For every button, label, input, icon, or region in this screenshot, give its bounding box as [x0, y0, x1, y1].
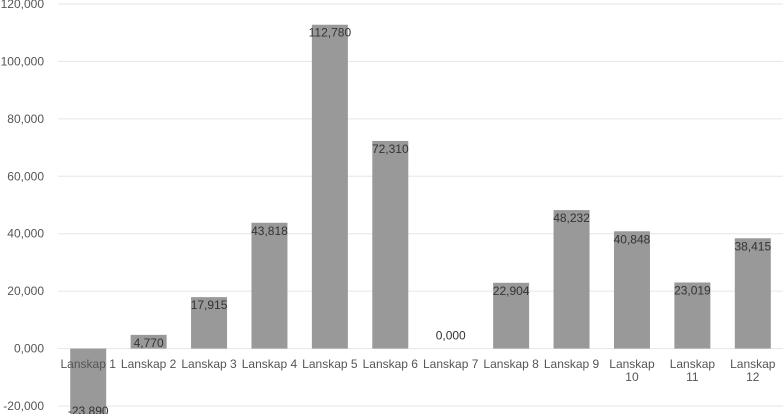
x-tick-label: 10 — [625, 370, 639, 384]
data-label: 0,000 — [436, 329, 466, 343]
y-tick-label: 120,000 — [1, 0, 45, 11]
gridlines — [58, 3, 783, 407]
x-tick-label: Lanskap 8 — [483, 357, 539, 371]
bars — [70, 24, 771, 418]
x-tick-label: Lanskap 7 — [423, 357, 479, 371]
data-label: 38,415 — [734, 239, 771, 253]
y-tick-label: 40,000 — [7, 227, 44, 241]
x-tick-label: 12 — [746, 370, 760, 384]
bar — [372, 140, 409, 349]
data-label: 72,310 — [372, 142, 409, 156]
x-axis-ticks: Lanskap 1 Lanskap 2 Lanskap 3 Lanskap 4 Lans… — [61, 357, 776, 384]
y-tick-label: 60,000 — [7, 169, 44, 183]
data-label: 112,780 — [309, 26, 352, 40]
bar — [553, 210, 590, 349]
x-tick-label: Lanskap 2 — [121, 357, 177, 371]
y-tick-label: 80,000 — [7, 112, 44, 126]
data-label: 17,915 — [191, 298, 228, 312]
x-tick-label: 11 — [686, 370, 699, 384]
y-tick-label: 20,000 — [7, 284, 44, 298]
bar — [493, 282, 530, 349]
bar — [613, 231, 650, 349]
data-label: 4,770 — [134, 336, 164, 350]
bar — [130, 334, 167, 349]
x-tick-label: Lanskap 3 — [181, 357, 237, 371]
bar — [70, 348, 107, 418]
x-tick-label: Lanskap — [670, 357, 716, 371]
x-tick-label: Lanskap 6 — [363, 357, 419, 371]
bar — [674, 282, 711, 349]
y-axis-ticks: -20,000 0,000 20,000 40,000 60,000 80,000 100,… — [1, 0, 45, 413]
data-labels: -23,890 4,770 17,915 43,818 112,780 72,310 0,0… — [68, 26, 772, 418]
data-label: 43,818 — [251, 224, 288, 238]
x-tick-label: Lanskap 9 — [544, 357, 600, 371]
y-tick-label: -20,000 — [3, 399, 44, 413]
data-label: 40,848 — [614, 232, 651, 246]
y-tick-label: 0,000 — [14, 342, 44, 356]
data-label: 48,232 — [553, 211, 590, 225]
x-tick-label: Lanskap 1 — [61, 357, 117, 371]
data-label: 23,019 — [674, 283, 711, 297]
x-tick-label: Lanskap 4 — [242, 357, 298, 371]
data-label: 22,904 — [493, 284, 530, 298]
bar — [734, 238, 771, 349]
data-label: -23,890 — [68, 404, 109, 414]
x-tick-label: Lanskap — [730, 357, 776, 371]
x-tick-label: Lanskap — [609, 357, 655, 371]
bar — [191, 297, 228, 349]
y-tick-label: 100,000 — [1, 54, 45, 68]
bar — [311, 24, 348, 349]
bar — [251, 222, 288, 349]
x-tick-label: Lanskap 5 — [302, 357, 358, 371]
